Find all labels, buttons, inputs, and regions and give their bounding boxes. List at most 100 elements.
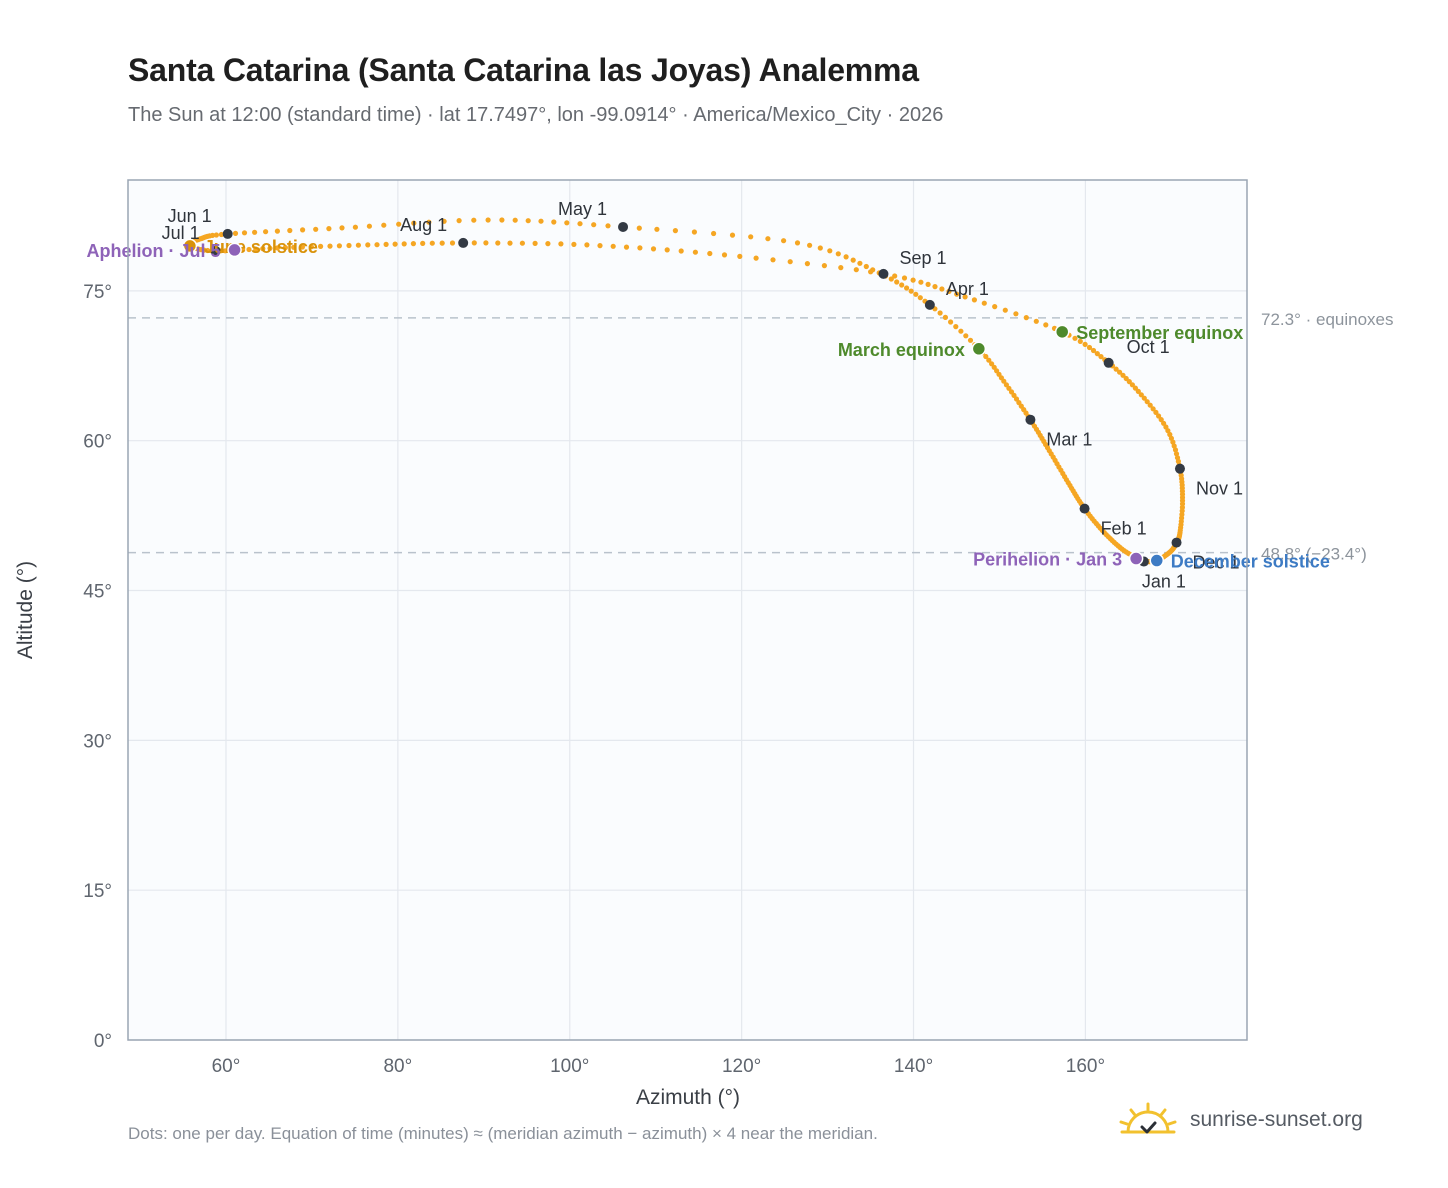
daily-dot	[937, 310, 943, 316]
daily-dot	[1129, 382, 1135, 388]
daily-dot	[967, 337, 974, 343]
daily-dot	[908, 288, 914, 294]
daily-dot	[355, 242, 361, 248]
sun-logo-icon	[1119, 1102, 1177, 1134]
brand[interactable]: sunrise-sunset.org	[1118, 1102, 1363, 1138]
daily-dot	[274, 228, 280, 234]
daily-dot	[981, 300, 987, 306]
daily-dot	[821, 263, 828, 269]
brand-name[interactable]: sunrise-sunset.org	[1190, 1108, 1363, 1131]
event-label: September equinox	[1076, 323, 1243, 343]
daily-dot	[213, 232, 219, 238]
daily-dot	[664, 247, 670, 253]
month-label: Sep 1	[899, 248, 946, 268]
daily-dot	[597, 243, 603, 249]
daily-dot	[253, 246, 259, 252]
x-tick-label: 60°	[212, 1056, 241, 1077]
daily-dot	[672, 228, 679, 234]
daily-dot	[899, 282, 905, 288]
daily-dot	[1171, 443, 1177, 449]
daily-dot	[954, 291, 960, 297]
daily-dot	[946, 288, 952, 294]
daily-dot	[449, 240, 456, 246]
month-marker	[458, 237, 469, 248]
daily-dot	[1033, 318, 1039, 324]
daily-dot	[804, 261, 811, 267]
daily-dot	[274, 245, 281, 251]
daily-dot	[564, 220, 570, 226]
daily-dot	[426, 219, 432, 225]
daily-dot	[932, 284, 938, 290]
event-marker	[1128, 551, 1144, 566]
daily-dot	[781, 238, 787, 244]
daily-dot	[1072, 335, 1078, 341]
daily-dot	[1013, 311, 1019, 317]
month-marker	[1103, 357, 1114, 368]
month-label: Jun 1	[168, 206, 212, 226]
daily-dot	[308, 244, 314, 250]
daily-dot	[318, 243, 324, 249]
reference-line-label: 72.3° · equinoxes	[1261, 310, 1394, 329]
daily-dot	[910, 277, 916, 283]
daily-dot	[636, 225, 642, 231]
event-marker	[227, 242, 242, 258]
daily-dot	[499, 217, 505, 223]
daily-dot	[904, 285, 910, 291]
month-marker	[1079, 503, 1090, 514]
daily-dot	[817, 245, 823, 251]
daily-dot	[1150, 406, 1156, 412]
daily-dot	[691, 229, 698, 235]
daily-dot	[263, 229, 269, 235]
daily-dot	[888, 276, 894, 282]
month-marker	[222, 228, 233, 239]
daily-dot	[260, 246, 266, 252]
reference-line-label: 48.8° (−23.4°)	[1261, 545, 1367, 564]
daily-dot	[246, 246, 252, 253]
daily-dot	[538, 218, 544, 224]
daily-dot	[1158, 417, 1164, 423]
y-axis-label: Altitude (°)	[14, 561, 37, 659]
daily-dot	[558, 241, 564, 247]
daily-dot	[737, 253, 743, 259]
daily-dot	[925, 281, 931, 287]
month-label: Jan 1	[1142, 572, 1186, 592]
month-label: Mar 1	[1046, 430, 1092, 450]
daily-dot	[326, 226, 332, 232]
daily-dot	[1082, 341, 1088, 347]
daily-dot	[678, 248, 684, 254]
month-label: May 1	[558, 199, 607, 219]
daily-dot	[1094, 351, 1100, 357]
daily-dot	[1147, 402, 1153, 408]
daily-dot	[1023, 315, 1029, 321]
daily-dot	[383, 241, 389, 247]
daily-dot	[894, 279, 900, 285]
daily-dot	[339, 225, 345, 231]
daily-dot	[495, 240, 501, 246]
daily-dot	[918, 279, 924, 285]
daily-dot	[807, 242, 813, 248]
daily-dot	[1002, 307, 1008, 313]
daily-dot	[827, 248, 833, 254]
month-marker	[1025, 414, 1036, 425]
daily-dot	[637, 245, 643, 251]
daily-dot	[942, 314, 949, 320]
daily-dot	[1113, 366, 1119, 372]
daily-dot	[512, 217, 518, 223]
daily-dot	[721, 252, 728, 258]
x-tick-label: 120°	[722, 1056, 761, 1077]
daily-dot	[485, 217, 491, 223]
footnote: Dots: one per day. Equation of time (min…	[128, 1124, 878, 1143]
month-marker	[924, 299, 935, 310]
daily-dot	[1135, 388, 1141, 394]
daily-dot	[729, 232, 736, 238]
daily-dot	[868, 269, 874, 275]
event-marker	[182, 238, 198, 254]
daily-dot	[1138, 392, 1144, 398]
daily-dot	[1090, 347, 1097, 354]
daily-dot	[232, 230, 239, 236]
month-label: Aug 1	[400, 215, 447, 235]
daily-dot	[1003, 382, 1010, 388]
y-tick-label: 30°	[83, 731, 112, 752]
daily-dot	[962, 294, 968, 300]
